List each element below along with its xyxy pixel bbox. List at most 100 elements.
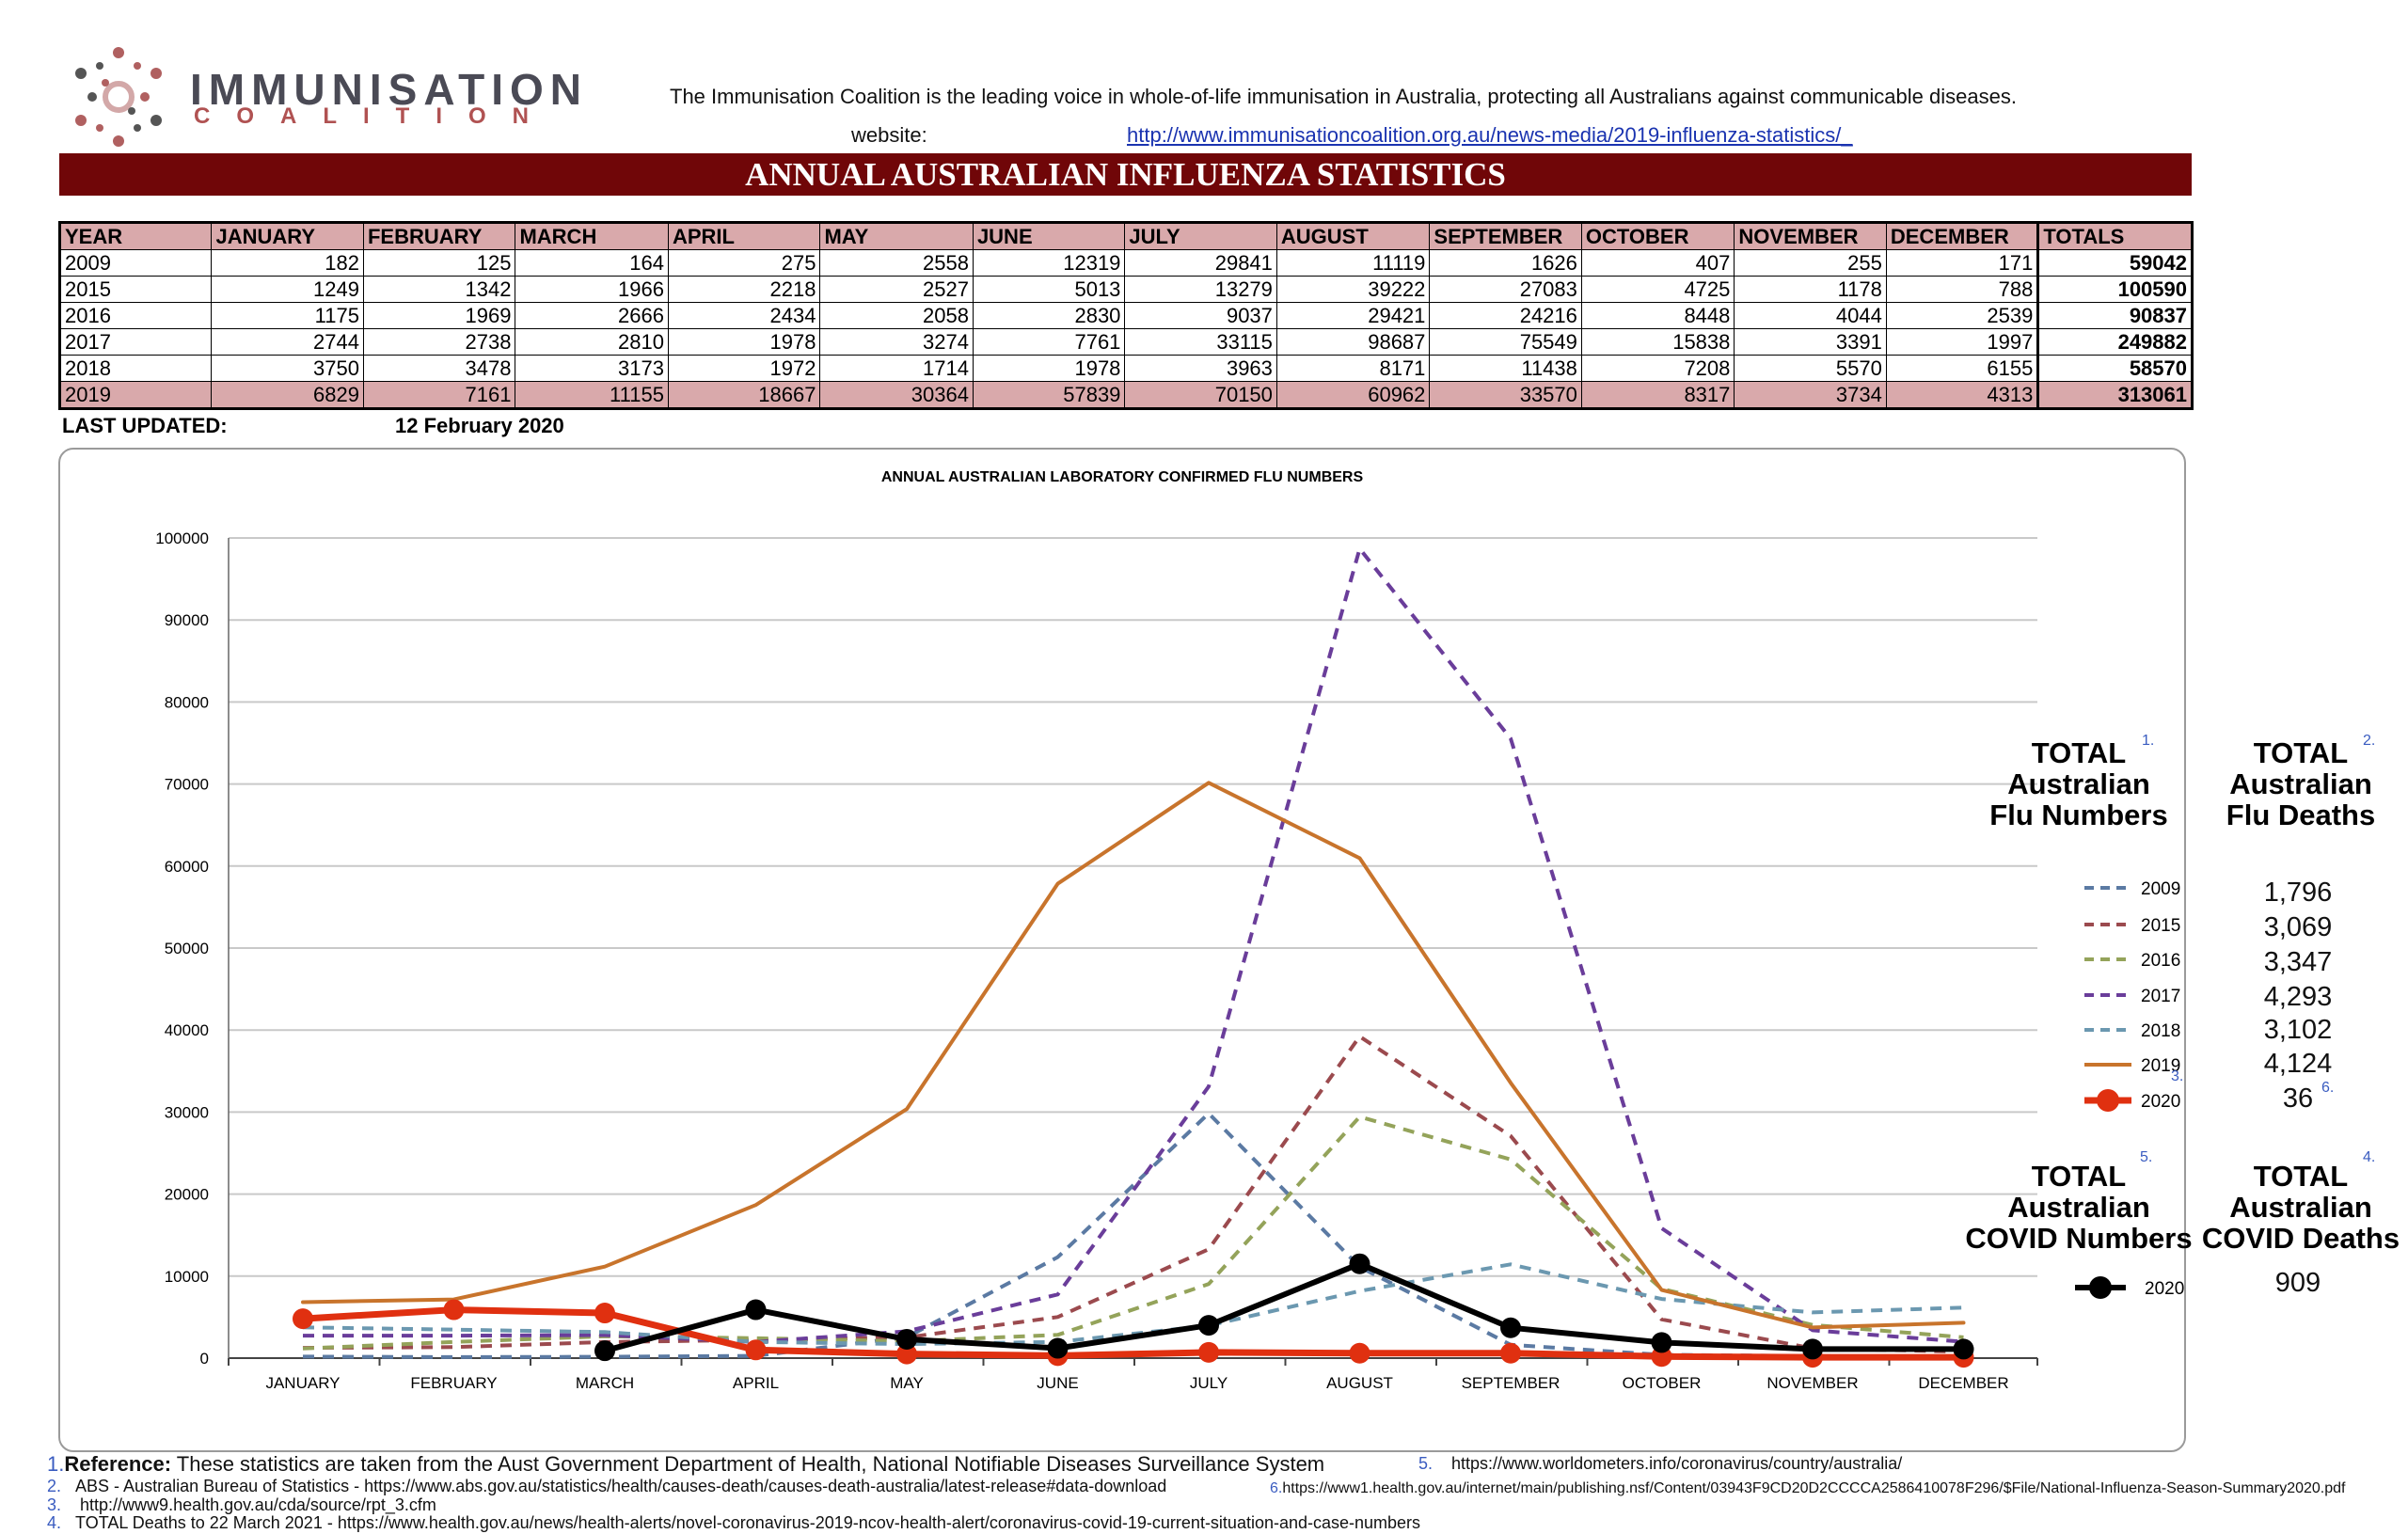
- series-line-2018: [302, 1262, 1964, 1347]
- flu-deaths-value: 1,796: [2263, 878, 2333, 908]
- flu-deaths-value: 3,102: [2263, 1015, 2333, 1045]
- series-point-2020-covid: [1047, 1337, 1069, 1359]
- month-cell: 2434: [667, 302, 821, 329]
- month-cell: 6829: [211, 381, 364, 409]
- month-cell: 7161: [362, 381, 516, 409]
- column-header: APRIL: [667, 222, 821, 250]
- legend-marker-covid-2020: [2089, 1276, 2112, 1299]
- website-label: website:: [851, 123, 927, 147]
- x-tick-label: SEPTEMBER: [1462, 1374, 1560, 1392]
- x-tick-label: DECEMBER: [1918, 1374, 2008, 1392]
- reference-3-text: http://www9.health.gov.au/cda/source/rpt…: [80, 1495, 436, 1514]
- page-title: ANNUAL AUSTRALIAN INFLUENZA STATISTICS: [745, 156, 1506, 193]
- y-tick-label: 20000: [165, 1186, 209, 1204]
- month-cell: 2218: [667, 276, 821, 303]
- month-cell: 11438: [1429, 355, 1582, 382]
- series-point-2020-covid: [1802, 1338, 1823, 1360]
- covid-numbers-heading-line2: Australian: [2007, 1191, 2150, 1224]
- reference-4-number: 4.: [47, 1513, 62, 1532]
- reference-2: 2. ABS - Australian Bureau of Statistics…: [47, 1477, 1166, 1496]
- x-tick-label: MAY: [890, 1374, 924, 1392]
- reference-4: 4. TOTAL Deaths to 22 March 2021 - https…: [47, 1513, 1420, 1533]
- flu-deaths-heading-line2: Australian: [2229, 767, 2372, 800]
- month-cell: 3750: [211, 355, 364, 382]
- flu-deaths-value: 3,347: [2263, 947, 2333, 977]
- last-updated-value: 12 February 2020: [395, 414, 564, 437]
- month-cell: 29421: [1275, 302, 1431, 329]
- column-header: MARCH: [515, 222, 669, 250]
- coalition-logo-icon: [75, 47, 162, 147]
- month-cell: 3734: [1734, 381, 1887, 409]
- reference-1-text: These statistics are taken from the Aust…: [171, 1452, 1325, 1476]
- month-cell: 9037: [1124, 302, 1277, 329]
- x-tick-label: JUNE: [1037, 1374, 1078, 1392]
- month-cell: 788: [1885, 276, 2039, 303]
- series-point-2020-covid: [594, 1340, 615, 1362]
- covid-numbers-footnote: 5.: [2140, 1149, 2153, 1165]
- website-link[interactable]: http://www.immunisationcoalition.org.au/…: [1127, 123, 1853, 147]
- series-point-2020: [745, 1339, 767, 1361]
- month-cell: 1978: [667, 328, 821, 356]
- series-point-2020-covid: [1500, 1317, 1521, 1338]
- flu-numbers-heading-line3: Flu Numbers: [1989, 799, 2168, 831]
- reference-5-number: 5.: [1418, 1454, 1434, 1473]
- legend-label: 2020: [2145, 1279, 2184, 1299]
- month-cell: 275: [667, 249, 821, 277]
- flu-deaths-heading: TOTAL Australian Flu Deaths: [2197, 737, 2404, 830]
- series-point-2020-covid: [745, 1299, 767, 1321]
- reference-1-bold: Reference:: [64, 1452, 172, 1476]
- legend-label: 2016: [2141, 951, 2180, 971]
- month-cell: 1966: [515, 276, 669, 303]
- reference-1-number: 1.: [47, 1452, 65, 1476]
- covid-deaths-heading-line3: COVID Deaths: [2201, 1222, 2400, 1255]
- x-tick-label: NOVEMBER: [1766, 1374, 1858, 1392]
- month-cell: 33570: [1429, 381, 1582, 409]
- y-tick-label: 90000: [165, 611, 209, 629]
- month-cell: 4044: [1734, 302, 1887, 329]
- reference-5-text: https://www.worldometers.info/coronaviru…: [1451, 1454, 1903, 1473]
- x-tick-label: APRIL: [733, 1374, 779, 1392]
- flu-numbers-heading-line1: TOTAL: [2031, 736, 2127, 769]
- legend-label: 2018: [2141, 1021, 2180, 1041]
- y-tick-label: 80000: [165, 693, 209, 711]
- y-tick-label: 60000: [165, 858, 209, 876]
- covid-deaths-heading-line2: Australian: [2229, 1191, 2372, 1224]
- series-point-2020: [896, 1343, 917, 1365]
- month-cell: 70150: [1124, 381, 1277, 409]
- covid-deaths-heading: TOTAL Australian COVID Deaths: [2197, 1161, 2404, 1254]
- month-cell: 1626: [1429, 249, 1582, 277]
- reference-5: 5. https://www.worldometers.info/coronav…: [1418, 1454, 1902, 1474]
- series-point-2020-covid: [1953, 1338, 1974, 1360]
- x-tick-label: JULY: [1190, 1374, 1228, 1392]
- month-cell: 125: [362, 249, 516, 277]
- x-tick-label: FEBRUARY: [410, 1374, 497, 1392]
- table-body: 2009 182 125 164 275 2558 12319 29841 11119 1626 4…: [58, 249, 2193, 409]
- year-cell: 2016: [58, 302, 213, 329]
- flu-deaths-value: 36: [2282, 1083, 2314, 1114]
- month-cell: 57839: [972, 381, 1126, 409]
- legend-marker-2020: [2097, 1089, 2119, 1112]
- flu-deaths-value: 4,124: [2263, 1049, 2333, 1079]
- reference-3-number: 3.: [47, 1495, 62, 1514]
- reference-2-text: ABS - Australian Bureau of Statistics - …: [75, 1477, 1167, 1495]
- deaths-2020-footnote: 6.: [2321, 1080, 2335, 1096]
- series-point-2020: [293, 1308, 313, 1330]
- y-tick-label: 100000: [155, 530, 209, 547]
- series-line-2020-covid: [602, 1260, 1967, 1354]
- month-cell: 29841: [1124, 249, 1277, 277]
- table-row: 2016 1175 1969 2666 2434 2058 2830 9037 29421 242…: [58, 302, 2193, 329]
- month-cell: 60962: [1275, 381, 1431, 409]
- month-cell: 5013: [972, 276, 1126, 303]
- y-tick-label: 10000: [165, 1268, 209, 1286]
- reference-3: 3. http://www9.health.gov.au/cda/source/…: [47, 1495, 436, 1515]
- month-cell: 8448: [1580, 302, 1735, 329]
- series-line-2009: [302, 1111, 1964, 1359]
- series-point-2020-covid: [1349, 1253, 1370, 1274]
- y-tick-label: 30000: [165, 1103, 209, 1121]
- covid-numbers-heading-line3: COVID Numbers: [1965, 1222, 2193, 1255]
- column-header: FEBRUARY: [362, 222, 516, 250]
- legend-label: 2009: [2141, 879, 2180, 899]
- y-tick-label: 70000: [165, 776, 209, 794]
- y-tick-label: 0: [200, 1350, 209, 1368]
